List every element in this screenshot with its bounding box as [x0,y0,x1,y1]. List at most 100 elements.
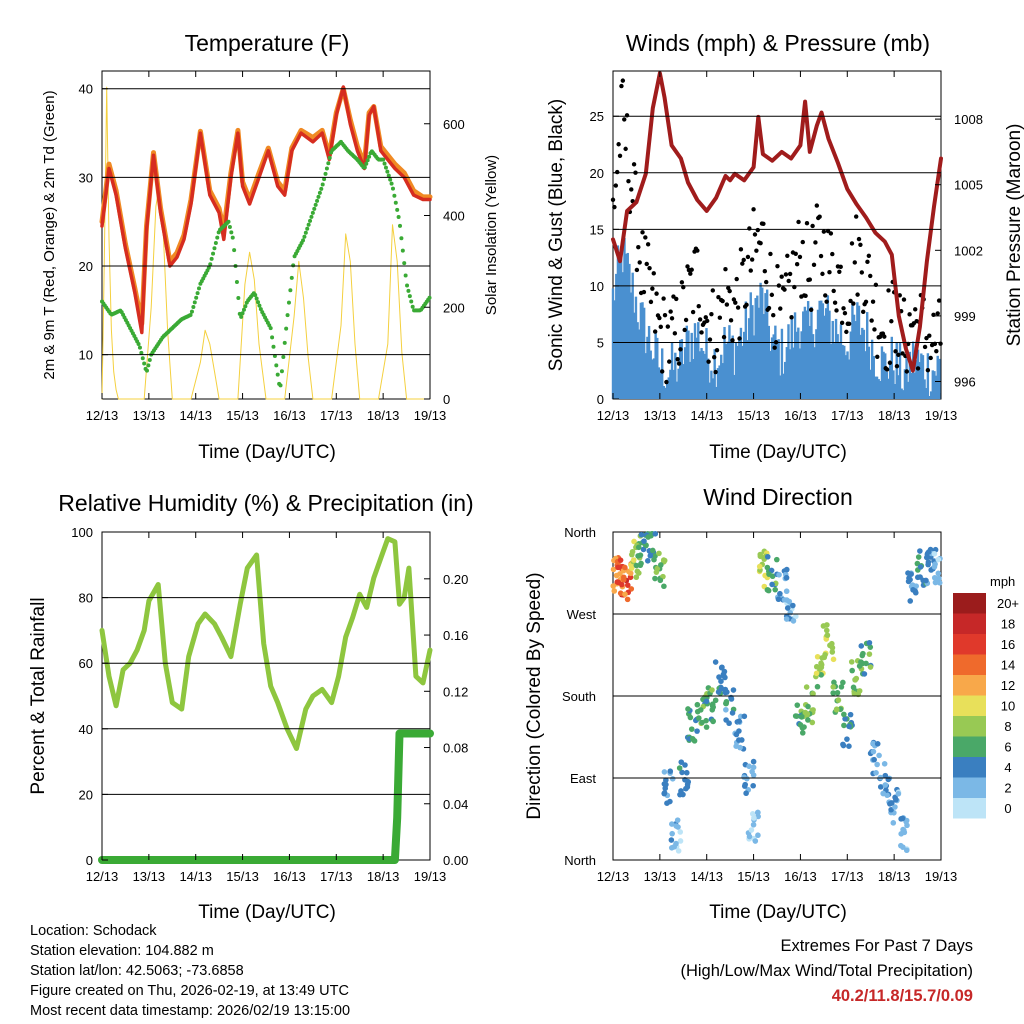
direction-point [904,822,910,829]
gust-point [674,296,679,302]
gust-point [741,257,746,263]
gust-point [612,204,617,210]
humidity-ytick-label: 20 [79,787,93,802]
gust-point [858,242,863,248]
dewpoint-point [146,363,151,368]
direction-point [750,764,757,771]
direction-point [880,790,886,797]
wind-bar [724,344,728,399]
direction-ylabel: Direction (Colored By Speed) [524,572,545,819]
gust-point [811,262,817,268]
direction-point [722,674,728,681]
dewpoint-point [139,350,144,355]
gust-point [875,354,880,359]
humidity-y2tick-label: 0.00 [443,853,468,868]
dewpoint-point [206,265,211,270]
dewpoint-point [305,226,310,231]
direction-gridlines [613,613,941,779]
direction-point [712,659,719,665]
wind-bar [938,358,941,399]
winds-y2tick-label: 996 [954,375,976,390]
wind-bar [806,301,810,399]
wind-bar [695,337,698,399]
wind-bar [729,339,733,399]
gust-point [794,262,800,267]
dewpoint-point [388,177,393,182]
direction-point [853,675,860,682]
direction-point [676,765,683,771]
wind-bar [816,309,820,399]
direction-point [636,570,642,576]
dewpoint-point [324,166,329,171]
wind-bar [774,325,777,399]
temperature-plot-frame [101,70,431,400]
direction-point [618,581,625,588]
direction-point [683,785,689,792]
direction-point [687,714,694,721]
direction-point [935,570,942,577]
direction-point [635,544,642,551]
winds-xtick-label: 19/13 [925,408,958,423]
humidity-xlabel: Time (Day/UTC) [198,902,336,923]
direction-point [871,756,877,763]
wind-bar [713,349,716,399]
dewpoint-point [399,236,404,241]
wind-bar [859,334,862,399]
gust-point [751,207,756,212]
wind-bar [802,311,805,399]
direction-point [757,553,764,560]
direction-point [741,774,747,780]
gust-point [634,267,640,273]
direction-point [703,724,710,730]
direction-point [657,562,664,568]
wind-bar [659,369,662,399]
direction-point [847,711,854,718]
legend-swatch [953,675,986,696]
direction-point [622,591,628,598]
wind-bar [716,368,720,399]
humidity-gridlines [102,597,430,795]
wind-bar [700,347,703,399]
dewpoint-point [239,314,244,319]
direction-point [905,578,912,585]
wind-bar [933,371,936,399]
direction-point [874,740,881,747]
gust-point [797,254,803,260]
direction-point [813,670,820,677]
legend-label: 0 [1004,801,1011,816]
direction-point [923,577,929,584]
dewpoint-point [365,158,370,163]
wind-bar [752,335,756,399]
gust-point [870,299,876,304]
direction-point [633,574,640,581]
gust-point [837,269,842,274]
direction-point [617,590,624,597]
direction-point [850,684,857,691]
wind-bar [900,388,903,399]
gust-point [839,320,845,326]
wind-bar [723,326,726,399]
winds-xtick-label: 13/13 [644,408,677,423]
temperature-gridlines [102,88,430,356]
gust-point [786,278,791,284]
wind-bar [683,347,687,399]
wind-bar [631,272,634,399]
gust-point [682,327,687,333]
temperature-xtick-label: 13/13 [133,408,166,423]
dewpoint-point [215,235,220,240]
dewpoint-point [392,193,397,198]
wind-bar [790,315,793,399]
wind-bar [731,335,734,399]
dewpoint-point [212,246,217,251]
direction-point [846,723,852,730]
wind-bar [769,350,772,399]
humidity-series [98,536,434,864]
legend-swatch [953,613,986,634]
direction-point [765,587,772,594]
winds-ylabel: Sonic Wind & Gust (Blue, Black) [546,99,567,371]
direction-point [615,564,621,571]
humidity-xtick-label: 17/13 [320,869,353,884]
gust-point [889,319,894,324]
direction-point [661,769,668,775]
gust-point [896,352,901,358]
